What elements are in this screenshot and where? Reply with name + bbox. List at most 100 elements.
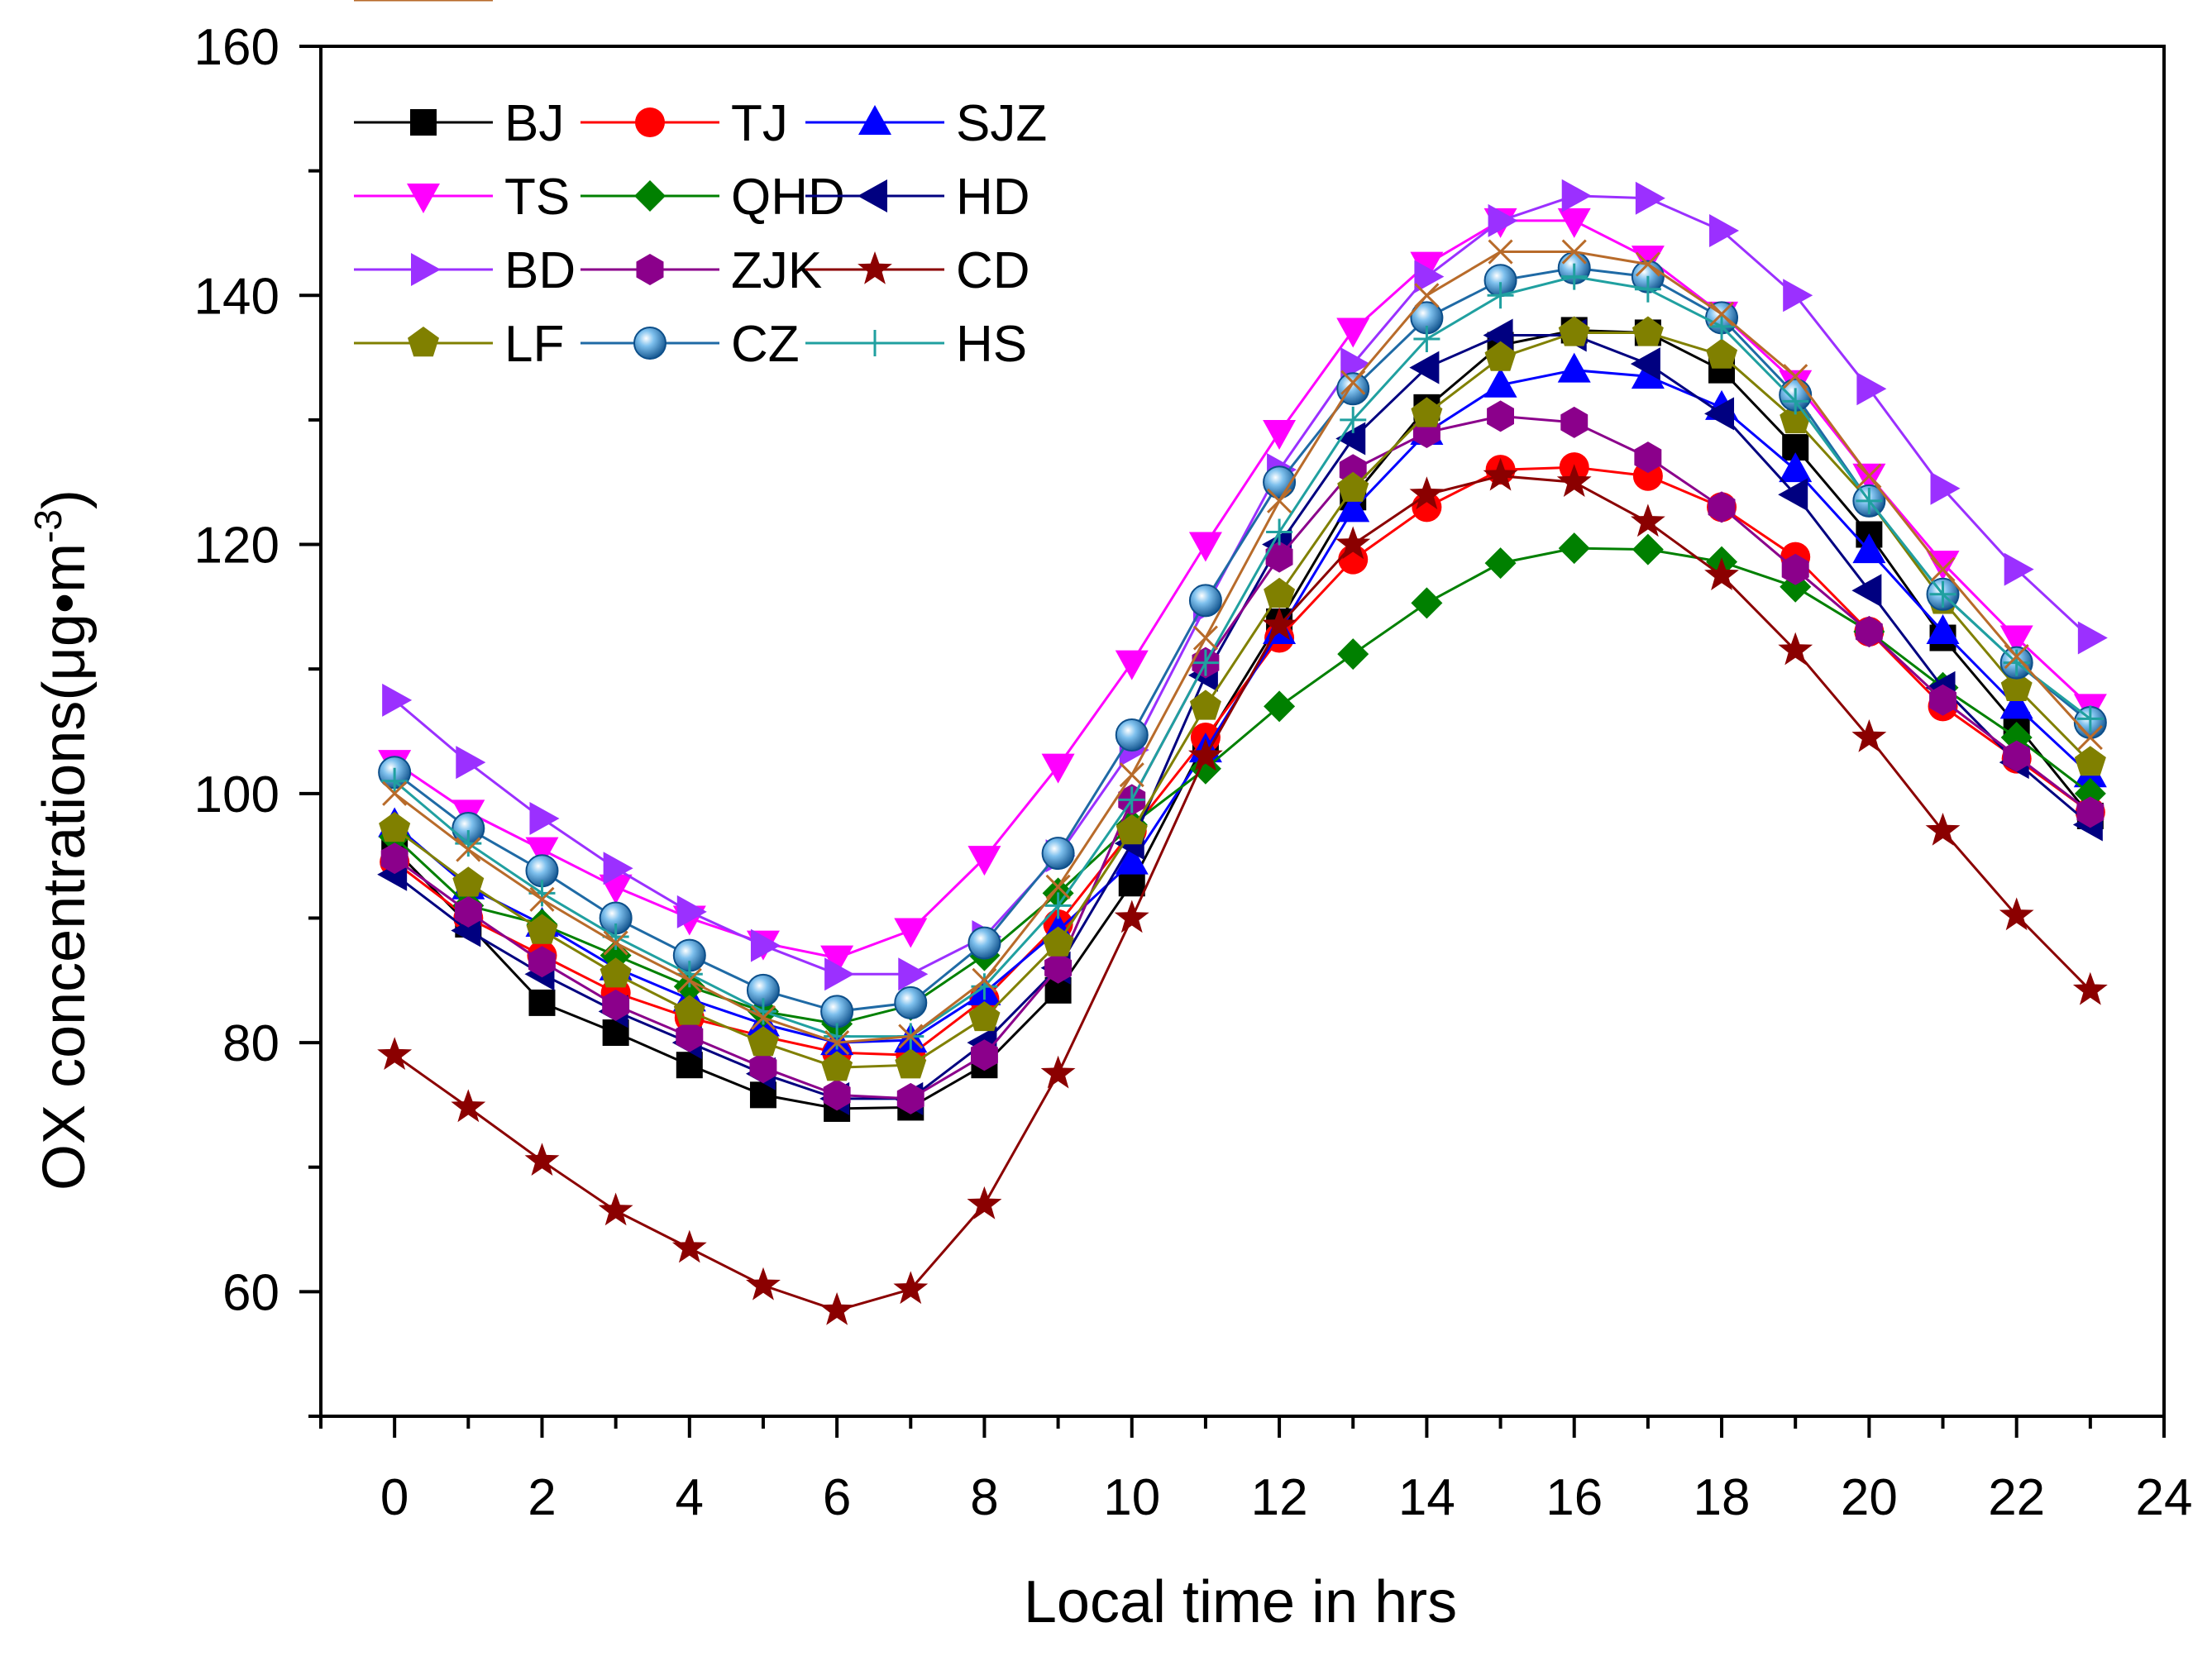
data-point-lf: [1337, 471, 1369, 502]
data-point-bd: [529, 801, 560, 835]
y-tick-label: 160: [194, 19, 279, 76]
data-point-hs: [1340, 406, 1367, 433]
data-point-bd: [1930, 471, 1961, 505]
data-point-hs: [1856, 487, 1883, 514]
data-point-xt: [972, 967, 997, 993]
x-tick-label: 6: [823, 1469, 851, 1526]
data-point-lf: [1042, 926, 1074, 957]
data-point-zjk: [2076, 796, 2105, 828]
data-point-cd: [1556, 464, 1592, 497]
data-point-qhd: [1632, 533, 1664, 566]
data-point-lf: [895, 1048, 927, 1079]
series-xt: [382, 239, 2103, 1056]
data-point-xt: [1708, 301, 1735, 327]
data-point-sjz: [1999, 689, 2033, 719]
data-point-ts: [894, 918, 928, 948]
data-point-ts: [1852, 463, 1886, 494]
y-tick-label: 80: [222, 1015, 279, 1072]
legend-marker-hs: [862, 330, 888, 356]
data-point-xt: [676, 967, 702, 993]
data-point-hd: [1630, 347, 1660, 381]
x-tick-label: 24: [2136, 1469, 2193, 1526]
data-point-xt: [1856, 463, 1882, 489]
data-point-hd: [1851, 574, 1882, 608]
data-point-hs: [1266, 518, 1293, 546]
data-point-hs: [1560, 263, 1588, 290]
legend-item-hs: HS: [805, 316, 1027, 373]
data-point-xt: [1340, 370, 1366, 395]
data-point-cd: [1778, 632, 1813, 666]
data-point-xt: [603, 930, 628, 956]
data-point-ts: [1999, 625, 2033, 656]
series-sjz: [378, 352, 2107, 1056]
data-point-ts: [525, 837, 559, 867]
data-point-qhd: [1337, 638, 1369, 671]
data-point-zjk: [1855, 616, 1883, 647]
data-point-hs: [676, 961, 703, 988]
data-point-cd: [451, 1089, 486, 1123]
data-point-ts: [820, 945, 854, 976]
data-point-cd: [1335, 526, 1371, 560]
data-point-ts: [1557, 208, 1591, 238]
data-point-qhd: [1484, 547, 1517, 580]
data-point-lf: [1558, 316, 1590, 346]
data-point-cd: [1409, 476, 1445, 510]
data-point-hd: [1335, 422, 1366, 456]
data-point-bd: [603, 852, 633, 885]
data-point-cd: [1925, 813, 1961, 846]
data-point-hs: [1929, 580, 1956, 608]
legend-label: HS: [956, 316, 1027, 373]
y-tick-label: 140: [194, 268, 279, 325]
x-tick-label: 22: [1988, 1469, 2045, 1526]
data-point-hs: [2003, 649, 2030, 676]
data-point-hd: [1409, 351, 1440, 384]
data-point-bd: [676, 895, 707, 928]
data-point-lf: [1411, 397, 1443, 427]
data-point-hs: [824, 1023, 851, 1050]
series-bd: [382, 179, 2108, 991]
data-point-xt: [750, 1005, 776, 1031]
data-point-cd: [1188, 737, 1223, 771]
data-point-hs: [2076, 705, 2104, 733]
data-point-cd: [2072, 971, 2108, 1005]
data-point-lf: [1189, 690, 1221, 720]
data-point-lf: [1484, 341, 1517, 371]
data-point-lf: [379, 812, 411, 842]
x-tick-label: 16: [1546, 1469, 1603, 1526]
y-tick-label: 120: [194, 518, 279, 575]
data-point-xt: [529, 886, 555, 912]
data-point-zjk: [971, 1039, 998, 1071]
data-point-lf: [452, 866, 485, 897]
series-line-bd: [394, 194, 2091, 976]
data-point-cd: [819, 1292, 854, 1325]
data-point-bd: [456, 746, 486, 780]
series-line-cd: [394, 475, 2091, 1312]
data-point-ts: [1041, 753, 1075, 784]
series-line-sjz: [394, 369, 2091, 1044]
data-point-bd: [1488, 203, 1518, 237]
data-point-xt: [2077, 724, 2103, 751]
plot-frame: [319, 45, 2166, 1418]
data-point-sjz: [1926, 613, 1960, 644]
legend-marker-qhd: [634, 180, 666, 212]
series-cd: [377, 457, 2108, 1325]
data-point-hs: [1413, 325, 1440, 352]
legend-label: CZ: [731, 316, 800, 373]
legend-marker-lf: [408, 327, 439, 357]
series-line-xt: [394, 251, 2091, 1044]
data-point-sjz: [1631, 359, 1665, 389]
legend-label: TS: [504, 169, 570, 226]
legend-item-lf: LF: [354, 316, 564, 373]
data-point-sjz: [1115, 844, 1149, 875]
y-axis-title-superscript: -3: [26, 509, 69, 543]
data-point-cd: [1114, 900, 1149, 933]
data-point-hd: [1778, 478, 1808, 512]
data-point-hd: [1704, 397, 1735, 431]
data-point-sjz: [1336, 492, 1370, 523]
data-point-bd: [2004, 552, 2034, 586]
legend-marker-cd: [858, 251, 892, 284]
data-point-hs: [1487, 282, 1514, 309]
legend-marker-cz: [633, 327, 666, 360]
y-tick-label: 100: [194, 766, 279, 823]
data-point-xt: [1930, 556, 1956, 582]
